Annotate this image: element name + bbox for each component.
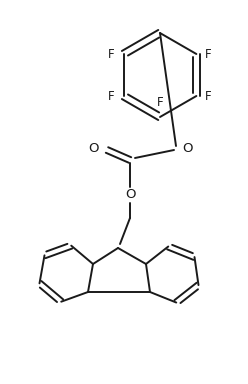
Text: O: O (182, 141, 192, 154)
Text: F: F (205, 89, 212, 103)
Text: F: F (157, 96, 163, 109)
Text: F: F (205, 48, 212, 61)
Text: O: O (125, 189, 135, 202)
Text: O: O (89, 141, 99, 154)
Text: F: F (108, 48, 115, 61)
Text: F: F (108, 89, 115, 103)
